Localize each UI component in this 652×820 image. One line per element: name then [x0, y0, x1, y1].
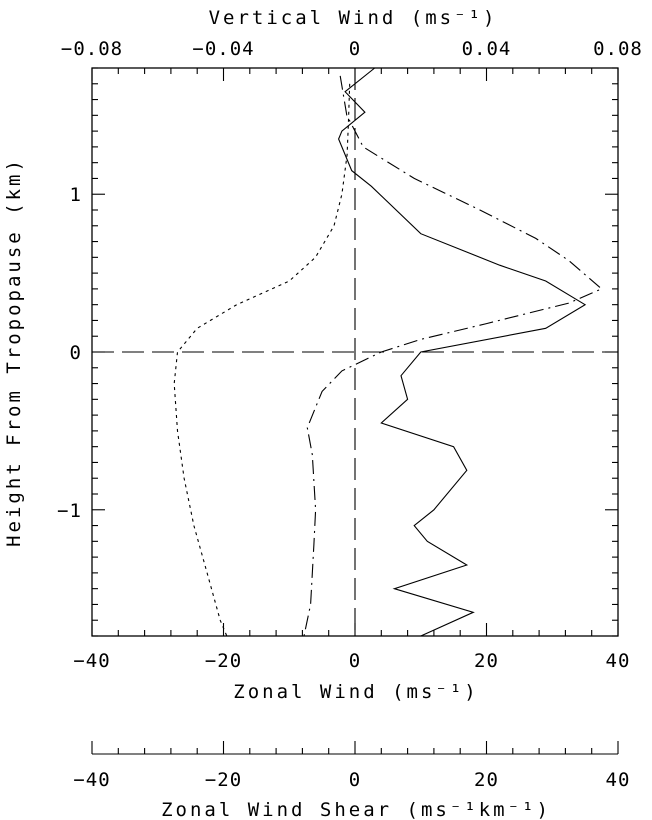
bottom-x-tick-label: 20: [474, 650, 499, 672]
top-x-tick-label: 0.08: [593, 38, 643, 60]
top-x-tick-label: 0.04: [462, 38, 512, 60]
shear-x-tick-label: 20: [474, 769, 499, 791]
bottom-x-tick-label: −40: [73, 650, 110, 672]
top-axis-title: Vertical Wind (ms⁻¹): [209, 7, 498, 29]
series-line-zonal-wind: [338, 67, 587, 637]
tick-labels-group: 1 0 −1 −40 −20 0 20 40 −0.08 −0.04 0 0.04 0.08 −40 −20…: [57, 38, 643, 791]
shear-axis-title: Zonal Wind Shear (ms⁻¹km⁻¹): [161, 799, 551, 820]
series-line-vertical-wind: [303, 75, 603, 637]
series-line-zonal-wind-shear: [173, 83, 351, 637]
shear-x-tick-label: 0: [349, 769, 361, 791]
bottom-x-tick-label: 0: [349, 650, 361, 672]
top-x-tick-label: −0.04: [192, 38, 254, 60]
shear-x-tick-label: −20: [205, 769, 242, 791]
bottom-axis-title: Zonal Wind (ms⁻¹): [233, 681, 478, 703]
y-tick-label: 1: [70, 184, 82, 206]
y-tick-label: 0: [70, 342, 82, 364]
series-group: [173, 67, 603, 637]
top-x-tick-label: −0.08: [61, 38, 123, 60]
y-axis-title: Height From Tropopause (km): [3, 157, 25, 547]
bottom-x-tick-label: −20: [205, 650, 242, 672]
top-x-tick-label: 0: [349, 38, 361, 60]
y-tick-label: −1: [57, 500, 82, 522]
shear-x-tick-label: −40: [73, 769, 110, 791]
shear-x-tick-label: 40: [606, 769, 631, 791]
reference-lines-group: [92, 68, 618, 636]
bottom-x-tick-label: 40: [606, 650, 631, 672]
